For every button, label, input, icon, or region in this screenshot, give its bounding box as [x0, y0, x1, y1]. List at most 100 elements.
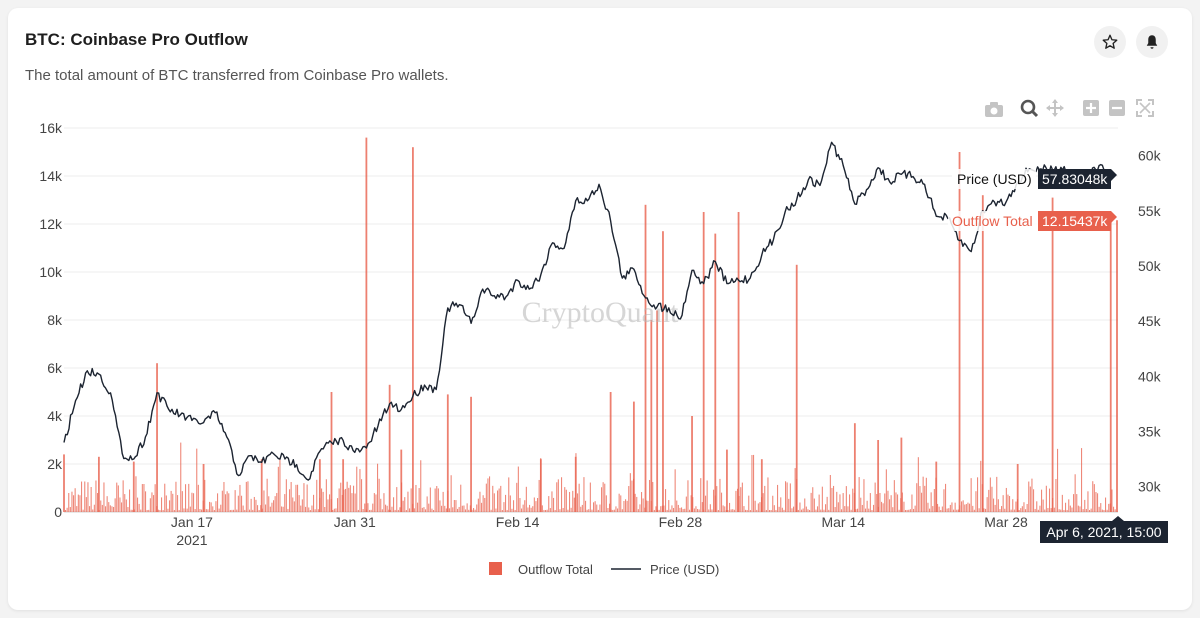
outflow-bar: [964, 504, 966, 512]
y-right-tick-label: 30k: [1138, 479, 1162, 495]
outflow-bar: [1089, 509, 1091, 512]
bell-icon: [1146, 35, 1158, 49]
outflow-bar: [1111, 489, 1113, 512]
outflow-bar: [631, 480, 633, 512]
outflow-bar: [812, 487, 814, 512]
camera-icon[interactable]: [985, 102, 1003, 117]
outflow-bar: [1034, 508, 1036, 512]
outflow-bar: [1074, 474, 1076, 512]
outflow-bar: [225, 494, 227, 512]
outflow-bar: [655, 506, 657, 512]
outflow-bar: [461, 505, 463, 512]
outflow-bar: [596, 504, 598, 512]
outflow-bar: [996, 476, 998, 512]
outflow-bar: [716, 486, 718, 512]
outflow-bar: [841, 509, 843, 512]
outflow-bar: [281, 506, 283, 512]
outflow-bar: [972, 505, 974, 512]
outflow-bar: [213, 509, 215, 512]
outflow-bar: [1037, 509, 1039, 512]
outflow-bar: [244, 509, 246, 512]
x-tick-label: Jan 17: [171, 514, 213, 530]
outflow-bar: [818, 494, 820, 512]
outflow-bar: [890, 495, 892, 512]
outflow-bar: [967, 502, 969, 512]
outflow-bar: [671, 505, 673, 512]
outflow-bar: [425, 509, 427, 512]
outflow-bar: [1010, 509, 1012, 512]
outflow-bar: [543, 509, 545, 512]
legend-item-price[interactable]: Price (USD): [611, 562, 719, 577]
outflow-bar: [519, 498, 521, 512]
outflow-bar: [985, 508, 987, 512]
outflow-bar: [249, 509, 251, 512]
zoom-icon[interactable]: [1020, 99, 1039, 118]
outflow-bar: [764, 485, 766, 512]
outflow-bar: [895, 492, 897, 512]
outflow-bar: [730, 509, 732, 512]
outflow-bar: [714, 233, 717, 512]
outflow-bar: [641, 492, 643, 512]
outflow-bar: [1066, 509, 1068, 512]
outflow-bar: [290, 481, 292, 512]
outflow-bar: [908, 509, 910, 512]
outflow-bar: [994, 504, 996, 512]
outflow-bar: [676, 500, 678, 512]
outflow-bar: [777, 484, 779, 512]
outflow-bar: [74, 488, 76, 512]
outflow-bar: [689, 509, 691, 512]
outflow-bar: [93, 504, 95, 512]
outflow-bar: [677, 504, 679, 512]
legend-label-outflow: Outflow Total: [518, 562, 593, 577]
outflow-bar: [141, 484, 143, 512]
outflow-bar: [685, 496, 687, 512]
outflow-bar: [500, 485, 502, 512]
outflow-bar: [369, 509, 371, 512]
outflow-bar: [583, 477, 585, 512]
outflow-bar: [769, 509, 771, 512]
outflow-bar: [1061, 494, 1063, 512]
outflow-bar: [925, 477, 927, 512]
outflow-bar: [479, 491, 481, 512]
outflow-bar: [359, 469, 361, 512]
outflow-bar: [781, 507, 783, 512]
outflow-bar: [412, 147, 414, 512]
outflow-bar: [1081, 448, 1083, 512]
outflow-bar: [318, 459, 321, 512]
favorite-button[interactable]: [1094, 26, 1126, 58]
outflow-bar: [642, 498, 644, 512]
outflow-bar: [130, 509, 132, 512]
outflow-bar: [581, 504, 583, 512]
zoom-in-icon[interactable]: [1083, 100, 1099, 116]
outflow-bar: [1044, 509, 1046, 512]
outflow-bar: [765, 509, 767, 512]
legend-item-outflow[interactable]: Outflow Total: [489, 562, 593, 577]
outflow-bar: [874, 482, 876, 512]
outflow-bar: [809, 509, 811, 512]
outflow-bar: [791, 508, 793, 512]
outflow-bar: [746, 509, 748, 512]
outflow-bar: [697, 508, 699, 512]
outflow-bar: [1001, 506, 1003, 512]
outflow-bar: [795, 264, 798, 512]
outflow-bar: [885, 469, 887, 512]
outflow-bar: [813, 498, 815, 512]
alert-button[interactable]: [1136, 26, 1168, 58]
y-right-tick-label: 60k: [1138, 148, 1162, 164]
outflow-bar: [940, 509, 942, 512]
outflow-bar: [73, 495, 75, 512]
outflow-bar: [767, 477, 769, 512]
pan-icon[interactable]: [1046, 99, 1064, 117]
outflow-bar: [153, 495, 155, 512]
outflow-bar: [797, 509, 799, 512]
outflow-bar: [561, 477, 563, 512]
outflow-bar: [917, 457, 919, 512]
outflow-bar: [548, 496, 550, 512]
outflow-bar: [266, 478, 268, 512]
reset-axes-icon[interactable]: [1136, 99, 1154, 117]
zoom-out-icon[interactable]: [1109, 100, 1125, 116]
outflow-bar: [482, 495, 484, 512]
outflow-bar: [137, 497, 139, 512]
outflow-bar: [900, 437, 903, 512]
